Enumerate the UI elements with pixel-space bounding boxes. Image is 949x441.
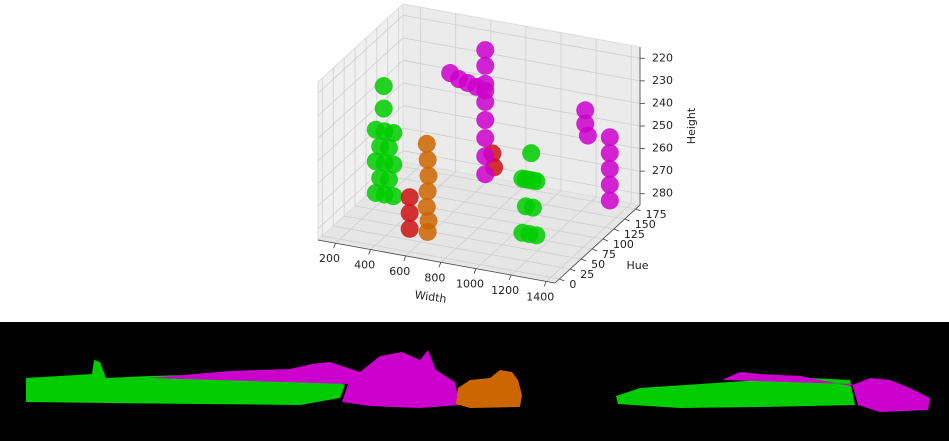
- point: [601, 144, 619, 162]
- point: [375, 77, 393, 95]
- point: [476, 41, 494, 59]
- tick-mark: [559, 279, 564, 281]
- x-tick-label: 600: [389, 265, 410, 278]
- y-tick-label: 0: [569, 278, 576, 291]
- point: [384, 187, 402, 205]
- tick-mark: [625, 219, 630, 221]
- point: [579, 127, 597, 145]
- tick-mark: [544, 281, 546, 286]
- x-tick-label: 1000: [456, 278, 484, 291]
- point: [419, 223, 437, 241]
- z-tick-label: 280: [652, 187, 673, 200]
- point: [524, 199, 542, 217]
- point: [476, 147, 494, 165]
- z-tick-label: 230: [652, 74, 673, 87]
- point: [601, 160, 619, 178]
- x-tick-label: 1200: [491, 284, 519, 297]
- point: [476, 129, 494, 147]
- point: [419, 182, 437, 200]
- tick-mark: [334, 243, 336, 248]
- point: [401, 188, 419, 206]
- point: [476, 111, 494, 129]
- point: [527, 226, 545, 244]
- point: [476, 82, 494, 100]
- point: [375, 100, 393, 118]
- point: [384, 156, 402, 174]
- z-tick-label: 220: [652, 51, 673, 64]
- x-tick-label: 1400: [526, 290, 554, 303]
- point: [419, 151, 437, 169]
- point: [401, 220, 419, 238]
- y-tick-label: 175: [646, 208, 667, 221]
- tick-mark: [474, 269, 476, 274]
- segmentation-image: [0, 322, 949, 441]
- point: [418, 135, 436, 153]
- point: [420, 167, 438, 185]
- y-axis-label: Hue: [626, 259, 648, 272]
- tick-mark: [439, 262, 441, 267]
- x-tick-label: 800: [424, 271, 445, 284]
- point: [476, 57, 494, 75]
- z-tick-label: 250: [652, 119, 673, 132]
- point: [401, 204, 419, 222]
- x-tick-label: 200: [319, 252, 340, 265]
- x-axis-label: Width: [414, 288, 447, 305]
- point: [601, 176, 619, 194]
- tick-mark: [570, 269, 575, 271]
- point: [601, 191, 619, 209]
- x-tick-label: 400: [354, 259, 375, 272]
- z-tick-label: 270: [652, 164, 673, 177]
- tick-mark: [603, 239, 608, 241]
- figure: 2004006008001000120014000255075100125150…: [0, 0, 949, 441]
- point: [527, 172, 545, 190]
- point: [476, 165, 494, 183]
- point: [522, 144, 540, 162]
- z-axis-label: Height: [685, 107, 698, 144]
- point: [601, 128, 619, 146]
- tick-mark: [369, 250, 371, 255]
- point: [384, 124, 402, 142]
- tick-mark: [404, 256, 406, 261]
- tick-mark: [581, 259, 586, 261]
- tick-mark: [614, 229, 619, 231]
- z-tick-label: 260: [652, 142, 673, 155]
- z-tick-label: 240: [652, 96, 673, 109]
- tick-mark: [636, 209, 641, 211]
- tick-mark: [509, 275, 511, 280]
- tick-mark: [592, 249, 597, 251]
